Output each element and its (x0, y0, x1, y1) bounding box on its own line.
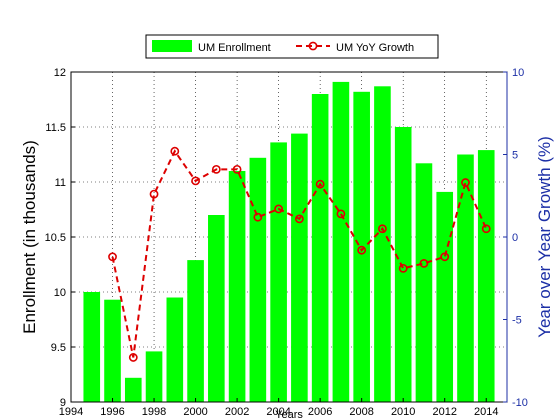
right-y-tick-label: -5 (512, 315, 522, 327)
enrollment-bar (270, 142, 287, 402)
growth-point (336, 209, 346, 219)
growth-point (191, 176, 200, 186)
growth-point (461, 178, 470, 187)
x-tick-label: 2010 (391, 406, 415, 418)
enrollment-bar (166, 297, 184, 402)
growth-point (398, 263, 408, 273)
growth-point (294, 214, 304, 224)
x-tick-label: 1994 (59, 406, 83, 418)
x-axis: 1994 1996 1998 2000 2002 2004 2006 2008 2010 2012… (59, 398, 498, 418)
growth-point (274, 204, 284, 214)
growth-point (232, 164, 242, 174)
bar-series (83, 81, 495, 403)
enrollment-bar (208, 215, 225, 402)
left-y-tick-label: 9 (60, 397, 66, 409)
legend: UM Enrollment UM YoY Growth (145, 34, 439, 59)
x-tick-label: 2008 (349, 406, 373, 418)
right-y-tick-label: 10 (512, 67, 524, 79)
enrollment-bar (104, 299, 121, 402)
enrollment-bar (228, 171, 246, 402)
x-tick-label: 1998 (142, 406, 166, 418)
left-y-axis-title: Enrollment (in thousands) (20, 140, 39, 334)
x-tick-label: 2006 (308, 406, 332, 418)
enrollment-bar (436, 191, 454, 402)
right-y-tick-label: 5 (512, 150, 518, 162)
legend-box (145, 34, 439, 59)
growth-point (253, 212, 263, 222)
left-y-tick-label: 11.5 (45, 122, 66, 134)
right-y-tick-label: -10 (512, 397, 528, 409)
growth-point (315, 179, 325, 189)
enrollment-bar (145, 351, 163, 402)
growth-point (149, 189, 159, 199)
left-y-tick-label: 10 (54, 287, 66, 299)
right-y-tick-label: 0 (512, 232, 518, 244)
growth-point (419, 258, 429, 268)
enrollment-bar (124, 377, 142, 402)
x-tick-label: 2004 (266, 406, 290, 418)
legend-label-enrollment: UM Enrollment (198, 42, 271, 54)
enrollment-bar (311, 94, 329, 402)
line-series (108, 146, 491, 362)
growth-point (357, 245, 367, 255)
growth-point (128, 353, 138, 362)
right-y-axis-title: Year over Year Growth (%) (535, 136, 554, 338)
enrollment-bar (83, 292, 101, 402)
growth-point (108, 252, 117, 262)
growth-point (481, 224, 491, 234)
enrollment-bar (374, 86, 391, 403)
enrollment-bar (187, 260, 204, 402)
growth-point (440, 252, 450, 262)
growth-point (378, 224, 387, 234)
legend-swatch-enrollment (152, 40, 192, 52)
left-y-tick-label: 10.5 (45, 232, 66, 244)
enrollment-bar (249, 157, 267, 402)
left-y-axis: 9 9.5 10 10.5 11 11.5 12 (45, 67, 75, 409)
x-tick-label: 2000 (183, 406, 207, 418)
legend-swatch-growth-marker (308, 41, 318, 51)
legend-label-growth: UM YoY Growth (336, 42, 414, 54)
left-y-tick-label: 11 (55, 177, 66, 189)
x-tick-label: 2002 (225, 406, 249, 418)
x-tick-label: 2014 (474, 406, 498, 418)
x-axis-title: Years (275, 409, 303, 420)
x-tick-label: 1996 (100, 406, 124, 418)
left-y-tick-label: 9.5 (51, 342, 66, 354)
enrollment-bar (457, 154, 474, 402)
growth-point (211, 164, 221, 174)
left-y-tick-label: 12 (54, 67, 66, 79)
enrollment-bar (332, 81, 350, 403)
x-tick-label: 2012 (432, 406, 456, 418)
enrollment-bar (415, 163, 433, 402)
enrollment-bar (291, 133, 308, 402)
enrollment-bar (477, 150, 495, 402)
growth-point (170, 146, 180, 156)
right-y-axis: -10 -5 0 5 10 (503, 67, 528, 409)
growth-line (111, 149, 488, 358)
